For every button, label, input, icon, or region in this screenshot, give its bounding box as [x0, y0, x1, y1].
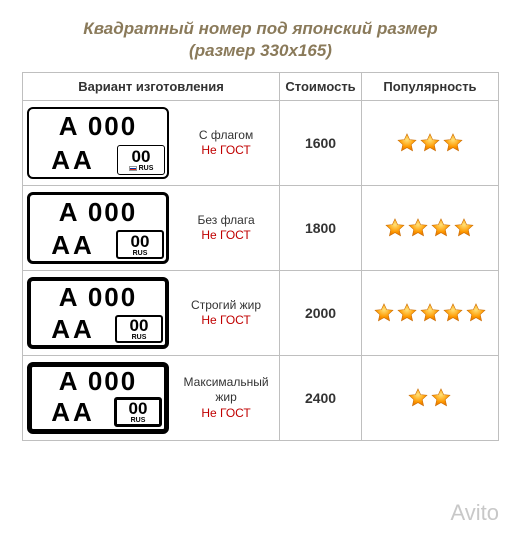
table-row: A 000AA00RUSС флагомНе ГОСТ1600	[23, 101, 499, 186]
star-icon	[407, 217, 429, 239]
star-icon	[373, 302, 395, 324]
region-rus-text: RUS	[131, 417, 146, 424]
option-gost: Не ГОСТ	[177, 228, 275, 244]
star-icon	[430, 217, 452, 239]
region-number: 00	[131, 233, 150, 250]
page-container: Квадратный номер под японский размер (ра…	[0, 0, 521, 441]
region-rus: RUS	[129, 165, 154, 172]
star-rating	[366, 302, 494, 324]
plate-series: AA	[29, 143, 117, 177]
region-number: 00	[132, 148, 151, 165]
plate-top: A 000	[32, 367, 164, 395]
star-rating	[366, 387, 494, 409]
cost-cell: 1800	[280, 186, 362, 271]
plate-bottom: AA00RUS	[29, 143, 167, 177]
star-rating	[366, 217, 494, 239]
plate-series: AA	[30, 228, 116, 261]
header-cost: Стоимость	[280, 73, 362, 101]
variant-inner: A 000AA00RUSСтрогий жирНе ГОСТ	[27, 277, 275, 349]
option-name: Без флага	[177, 213, 275, 229]
option-name: Максимальный жир	[177, 375, 275, 406]
plate-region: 00RUS	[114, 397, 162, 427]
region-rus-text: RUS	[132, 334, 147, 341]
plate-top: A 000	[30, 195, 166, 228]
star-icon	[419, 302, 441, 324]
popularity-cell	[361, 271, 498, 356]
plate-top: A 000	[31, 281, 165, 313]
variant-inner: A 000AA00RUSС флагомНе ГОСТ	[27, 107, 275, 179]
table-row: A 000AA00RUSСтрогий жирНе ГОСТ2000	[23, 271, 499, 356]
region-rus: RUS	[133, 250, 148, 257]
variant-cell: A 000AA00RUSСтрогий жирНе ГОСТ	[23, 271, 280, 356]
star-icon	[442, 132, 464, 154]
title-line-2: (размер 330х165)	[189, 41, 332, 60]
variant-inner: A 000AA00RUSМаксимальный жирНе ГОСТ	[27, 362, 275, 434]
table-row: A 000AA00RUSМаксимальный жирНе ГОСТ2400	[23, 356, 499, 441]
option-text: Без флагаНе ГОСТ	[177, 213, 275, 244]
flag-icon	[129, 166, 137, 171]
star-icon	[430, 387, 452, 409]
region-rus: RUS	[132, 334, 147, 341]
option-text: Строгий жирНе ГОСТ	[177, 298, 275, 329]
plate-bottom: AA00RUS	[31, 313, 165, 345]
option-gost: Не ГОСТ	[177, 143, 275, 159]
header-variant: Вариант изготовления	[23, 73, 280, 101]
star-icon	[396, 132, 418, 154]
plate-region: 00RUS	[116, 230, 164, 259]
table-header-row: Вариант изготовления Стоимость Популярно…	[23, 73, 499, 101]
popularity-cell	[361, 356, 498, 441]
option-text: С флагомНе ГОСТ	[177, 128, 275, 159]
plate-series: AA	[32, 395, 114, 429]
plate-top: A 000	[29, 109, 167, 143]
pricing-table: Вариант изготовления Стоимость Популярно…	[22, 72, 499, 441]
region-number: 00	[129, 400, 148, 417]
plate-region: 00RUS	[115, 315, 163, 343]
plate-bottom: AA00RUS	[32, 395, 164, 429]
region-rus-text: RUS	[139, 165, 154, 172]
popularity-cell	[361, 101, 498, 186]
cost-cell: 1600	[280, 101, 362, 186]
star-icon	[465, 302, 487, 324]
cost-cell: 2000	[280, 271, 362, 356]
page-title: Квадратный номер под японский размер (ра…	[22, 18, 499, 62]
variant-cell: A 000AA00RUSМаксимальный жирНе ГОСТ	[23, 356, 280, 441]
star-icon	[419, 132, 441, 154]
star-icon	[384, 217, 406, 239]
license-plate: A 000AA00RUS	[27, 277, 169, 349]
title-line-1: Квадратный номер под японский размер	[83, 19, 437, 38]
license-plate: A 000AA00RUS	[27, 107, 169, 179]
star-icon	[453, 217, 475, 239]
plate-bottom: AA00RUS	[30, 228, 166, 261]
variant-cell: A 000AA00RUSБез флагаНе ГОСТ	[23, 186, 280, 271]
option-gost: Не ГОСТ	[177, 406, 275, 422]
region-rus: RUS	[131, 417, 146, 424]
popularity-cell	[361, 186, 498, 271]
plate-region: 00RUS	[117, 145, 165, 175]
star-icon	[396, 302, 418, 324]
header-popularity: Популярность	[361, 73, 498, 101]
option-gost: Не ГОСТ	[177, 313, 275, 329]
option-name: С флагом	[177, 128, 275, 144]
region-rus-text: RUS	[133, 250, 148, 257]
star-rating	[366, 132, 494, 154]
plate-series: AA	[31, 313, 115, 345]
variant-inner: A 000AA00RUSБез флагаНе ГОСТ	[27, 192, 275, 264]
license-plate: A 000AA00RUS	[27, 362, 169, 434]
region-number: 00	[130, 317, 149, 334]
option-text: Максимальный жирНе ГОСТ	[177, 375, 275, 422]
watermark: Avito	[450, 500, 499, 526]
license-plate: A 000AA00RUS	[27, 192, 169, 264]
option-name: Строгий жир	[177, 298, 275, 314]
star-icon	[442, 302, 464, 324]
star-icon	[407, 387, 429, 409]
variant-cell: A 000AA00RUSС флагомНе ГОСТ	[23, 101, 280, 186]
cost-cell: 2400	[280, 356, 362, 441]
table-row: A 000AA00RUSБез флагаНе ГОСТ1800	[23, 186, 499, 271]
